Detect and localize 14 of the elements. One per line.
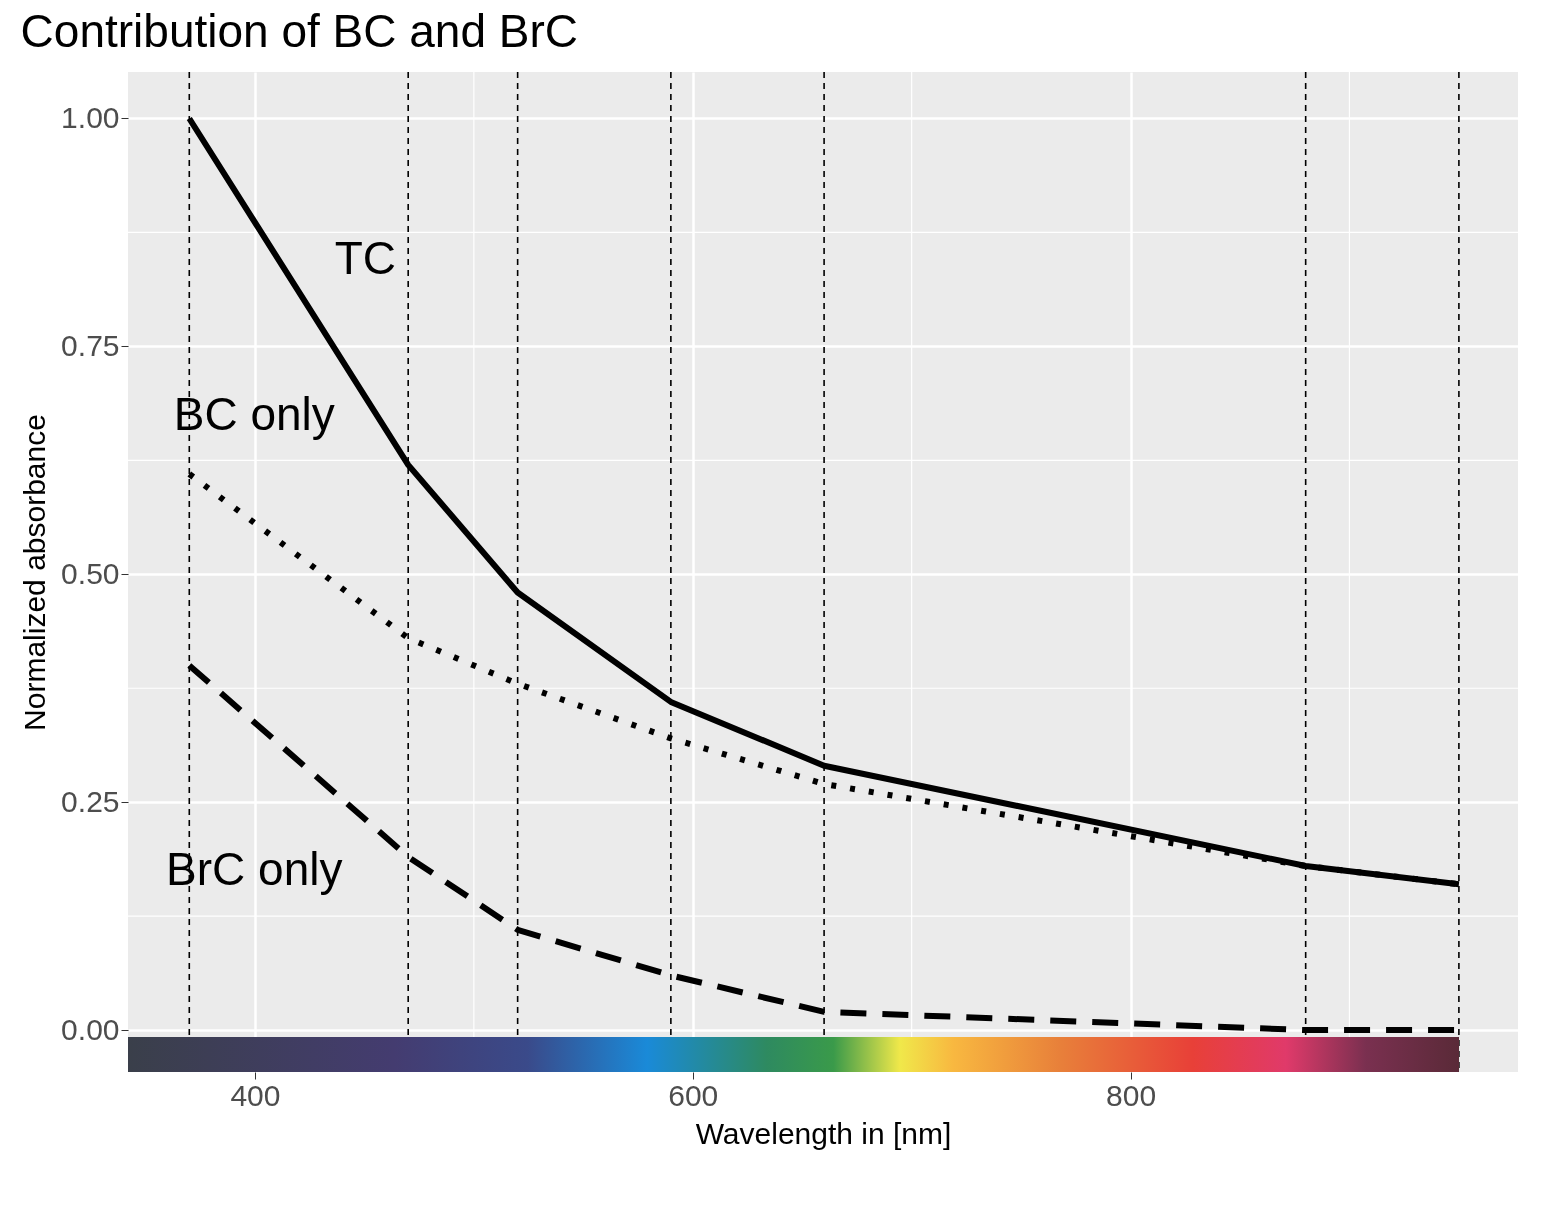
series-label: TC [334, 232, 396, 285]
y-tick-label: 0.00 [61, 1012, 120, 1046]
series-label: BrC only [166, 843, 343, 896]
chart-title: Contribution of BC and BrC [20, 5, 578, 58]
y-tick-label: 0.25 [61, 784, 120, 818]
series-label: BC only [173, 388, 335, 441]
x-tick-label: 400 [230, 1078, 281, 1112]
y-axis-title: Normalized absorbance [18, 414, 52, 731]
x-axis-title: Wavelength in [nm] [695, 1116, 952, 1150]
y-tick-label: 1.00 [61, 100, 120, 134]
x-tick-label: 800 [1106, 1078, 1157, 1112]
x-tick-label: 600 [668, 1078, 719, 1112]
y-tick-label: 0.75 [61, 328, 120, 362]
y-tick-label: 0.50 [61, 556, 120, 590]
